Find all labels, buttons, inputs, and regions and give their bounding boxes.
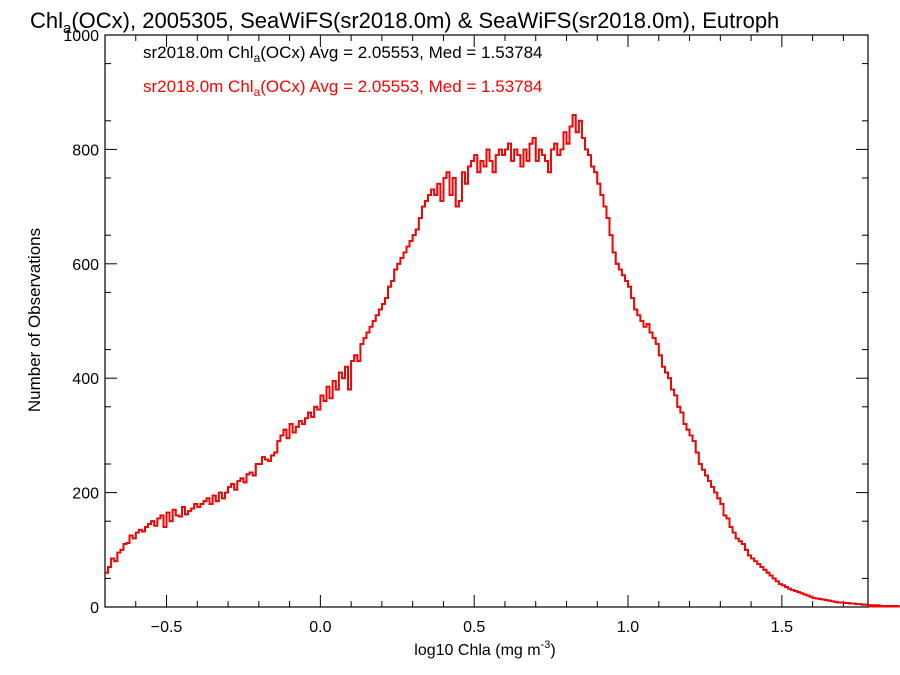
title-rest: (OCx), 2005305, SeaWiFS(sr2018.0m) & Sea… (71, 8, 779, 33)
y-tick-label: 400 (72, 371, 99, 388)
histogram-line-black (105, 114, 900, 608)
histogram-line-red (105, 114, 900, 608)
x-tick-label: −0.5 (151, 619, 183, 636)
chart-title: Chla(OCx), 2005305, SeaWiFS(sr2018.0m) &… (30, 8, 779, 37)
y-tick-label: 200 (72, 486, 99, 503)
x-axis-ticks: −0.5 0.0 0.5 1.0 1.5 (104, 35, 844, 636)
annotation-black: sr2018.0m Chla(OCx) Avg = 2.05553, Med =… (143, 43, 543, 65)
x-tick-label: 1.5 (771, 619, 793, 636)
y-tick-label: 800 (72, 142, 99, 159)
y-tick-label: 600 (72, 257, 99, 274)
annotations: sr2018.0m Chla(OCx) Avg = 2.05553, Med =… (143, 43, 543, 99)
y-axis-label: Number of Observations (25, 228, 44, 412)
y-tick-label: 1000 (63, 28, 99, 45)
annotation-red: sr2018.0m Chla(OCx) Avg = 2.05553, Med =… (143, 77, 543, 99)
x-tick-label: 0.0 (309, 619, 331, 636)
plot-frame (104, 34, 869, 608)
plot-border (104, 34, 869, 608)
title-subscript: a (63, 20, 72, 37)
x-axis-label: log10 Chla (mg m-3) (414, 639, 555, 659)
y-tick-label: 0 (90, 600, 99, 617)
title-main: Chl (30, 8, 63, 33)
svg-text:Chla(OCx), 2005305, SeaWiFS(sr: Chla(OCx), 2005305, SeaWiFS(sr2018.0m) &… (30, 8, 779, 37)
x-tick-label: 1.0 (617, 619, 639, 636)
x-tick-label: 0.5 (463, 619, 485, 636)
y-axis-ticks: 0 200 400 600 800 1000 (63, 28, 868, 617)
histogram-series (105, 114, 900, 608)
